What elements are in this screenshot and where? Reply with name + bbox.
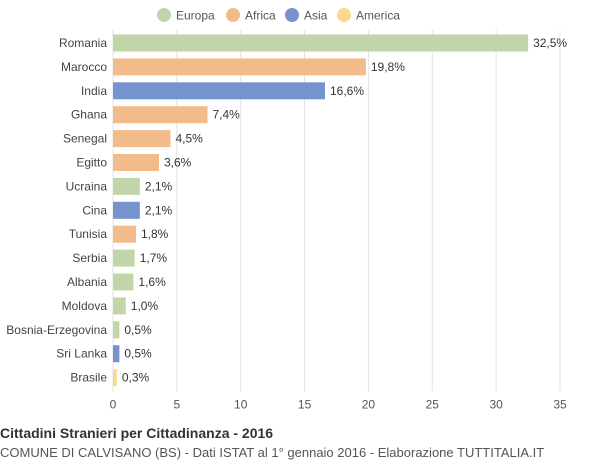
category-label: Brasile: [70, 371, 107, 385]
bar: [113, 130, 171, 148]
legend-label: Asia: [304, 9, 328, 23]
bar-chart: 0 5 10 15 20 25 30 35 Romania 32,5% Marocco 19,8% In…: [6, 8, 567, 412]
value-label: 0,5%: [124, 323, 152, 337]
category-label: Moldova: [62, 299, 108, 313]
value-label: 1,7%: [140, 251, 168, 265]
category-label: Senegal: [63, 132, 107, 146]
value-label: 32,5%: [533, 36, 567, 50]
value-label: 0,5%: [124, 347, 152, 361]
legend-label: America: [356, 9, 400, 23]
bar: [113, 345, 120, 363]
value-label: 7,4%: [213, 108, 241, 122]
value-label: 1,0%: [131, 299, 159, 313]
bar: [113, 201, 140, 219]
value-label: 4,5%: [175, 132, 203, 146]
category-label: Serbia: [72, 251, 107, 265]
value-label: 2,1%: [145, 203, 173, 217]
category-label: Sri Lanka: [56, 347, 107, 361]
bar: [113, 321, 120, 339]
x-tick-label: 25: [426, 398, 440, 412]
x-tick-label: 0: [110, 398, 117, 412]
category-label: Marocco: [61, 60, 107, 74]
bar: [113, 154, 159, 171]
value-label: 16,6%: [330, 84, 364, 98]
chart-title: Cittadini Stranieri per Cittadinanza - 2…: [0, 425, 274, 441]
x-tick-label: 30: [489, 398, 503, 412]
category-label: Egitto: [76, 156, 107, 170]
value-label: 2,1%: [145, 179, 173, 193]
category-label: Bosnia-Erzegovina: [6, 323, 107, 337]
value-label: 1,8%: [141, 227, 169, 241]
legend-label: Europa: [176, 9, 215, 23]
bar: [113, 106, 208, 124]
x-tick-label: 20: [362, 398, 376, 412]
value-label: 3,6%: [164, 156, 192, 170]
bar: [113, 369, 117, 387]
value-label: 1,6%: [138, 275, 166, 289]
category-label: Romania: [59, 36, 107, 50]
bar: [113, 249, 135, 267]
value-label: 0,3%: [122, 371, 150, 385]
x-tick-label: 10: [234, 398, 248, 412]
bar: [113, 82, 326, 100]
bar: [113, 273, 134, 291]
value-label: 19,8%: [371, 60, 405, 74]
category-label: Ghana: [71, 108, 107, 122]
category-label: Tunisia: [69, 227, 108, 241]
bar: [113, 177, 140, 195]
legend-marker: [285, 8, 299, 22]
category-label: Ucraina: [66, 179, 108, 193]
legend-marker: [337, 8, 351, 22]
x-tick-label: 35: [553, 398, 567, 412]
bar: [113, 58, 366, 76]
category-label: Cina: [82, 203, 107, 217]
bar: [113, 297, 126, 315]
category-label: Albania: [67, 275, 107, 289]
legend-label: Africa: [245, 9, 276, 23]
legend-marker: [226, 8, 240, 22]
x-tick-label: 5: [174, 398, 181, 412]
bar: [113, 225, 136, 243]
category-label: India: [81, 84, 107, 98]
legend-marker: [157, 8, 171, 22]
x-tick-label: 15: [298, 398, 312, 412]
chart-subtitle: COMUNE DI CALVISANO (BS) - Dati ISTAT al…: [0, 445, 545, 460]
bar: [113, 34, 529, 52]
